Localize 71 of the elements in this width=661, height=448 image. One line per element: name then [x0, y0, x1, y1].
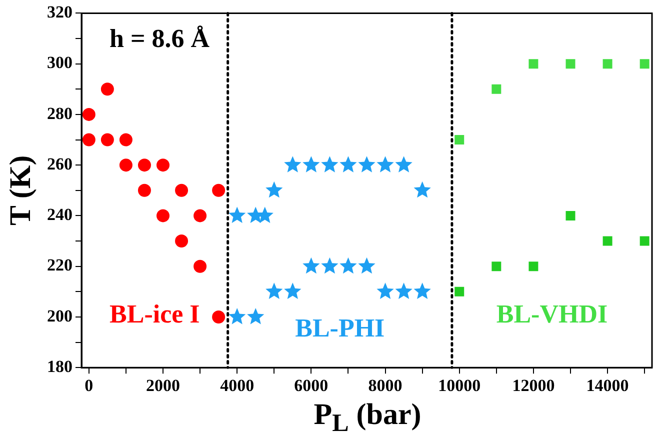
point: [492, 262, 502, 272]
point: [119, 158, 132, 172]
point: [321, 156, 338, 172]
y-tick-label: 220: [47, 256, 72, 275]
point: [212, 310, 226, 324]
point: [340, 156, 357, 172]
point: [266, 282, 283, 299]
x-tick-label: 8000: [368, 376, 402, 396]
x-axis-title: P$_{L}$ (bar): [312, 398, 422, 438]
x-tick-label: 12000: [512, 376, 555, 396]
point: [566, 210, 576, 220]
y-tick-label: 320: [47, 2, 72, 22]
point: [175, 234, 188, 248]
x-tick-label: 6000: [294, 376, 328, 396]
point: [194, 209, 207, 222]
x-tick-label: 2000: [146, 376, 180, 396]
y-tick-label: 280: [47, 104, 72, 123]
point: [321, 257, 338, 274]
point: [602, 59, 612, 69]
point: [228, 308, 246, 324]
point: [284, 156, 302, 172]
point: [640, 59, 650, 69]
point: [138, 184, 151, 197]
point: [82, 108, 96, 121]
point: [528, 59, 538, 69]
annotation: h = 8.6 Å: [110, 24, 210, 53]
y-tick-label: 180: [47, 356, 72, 376]
y-tick-label: 200: [47, 306, 72, 326]
y-tick-label: 300: [47, 53, 72, 72]
point: [340, 257, 357, 274]
point: [376, 156, 394, 172]
point: [82, 133, 96, 146]
point: [156, 158, 170, 172]
x-tick-label: 4000: [220, 376, 254, 396]
point: [228, 206, 246, 223]
annotation: BL-VHDI: [496, 299, 608, 328]
point: [602, 236, 612, 246]
point: [212, 184, 226, 197]
point: [100, 82, 114, 96]
point: [454, 135, 464, 145]
point: [640, 236, 650, 246]
point: [266, 181, 283, 198]
point: [284, 282, 302, 299]
point: [358, 156, 376, 172]
point: [302, 156, 320, 172]
point: [156, 209, 170, 222]
point: [119, 133, 132, 146]
point: [395, 282, 412, 299]
x-tick-label: 10000: [438, 376, 481, 396]
point: [175, 184, 188, 197]
annotation: BL-ice I: [110, 299, 200, 328]
point: [376, 282, 394, 299]
point: [302, 257, 320, 274]
x-tick-label: 0: [84, 376, 94, 396]
point: [100, 133, 114, 146]
point: [414, 282, 431, 299]
point: [138, 158, 151, 172]
y-tick-label: 260: [47, 154, 72, 174]
point: [358, 257, 376, 274]
y-axis-title: T (K): [4, 155, 37, 226]
y-tick-label: 240: [47, 205, 72, 224]
x-tick-label: 14000: [586, 376, 629, 396]
point: [528, 262, 538, 272]
annotation: BL-PHI: [295, 313, 385, 342]
point: [395, 156, 412, 172]
point: [492, 84, 502, 94]
point: [194, 260, 207, 273]
point: [454, 286, 464, 296]
point: [566, 59, 576, 69]
point: [414, 181, 431, 198]
point: [247, 308, 264, 324]
